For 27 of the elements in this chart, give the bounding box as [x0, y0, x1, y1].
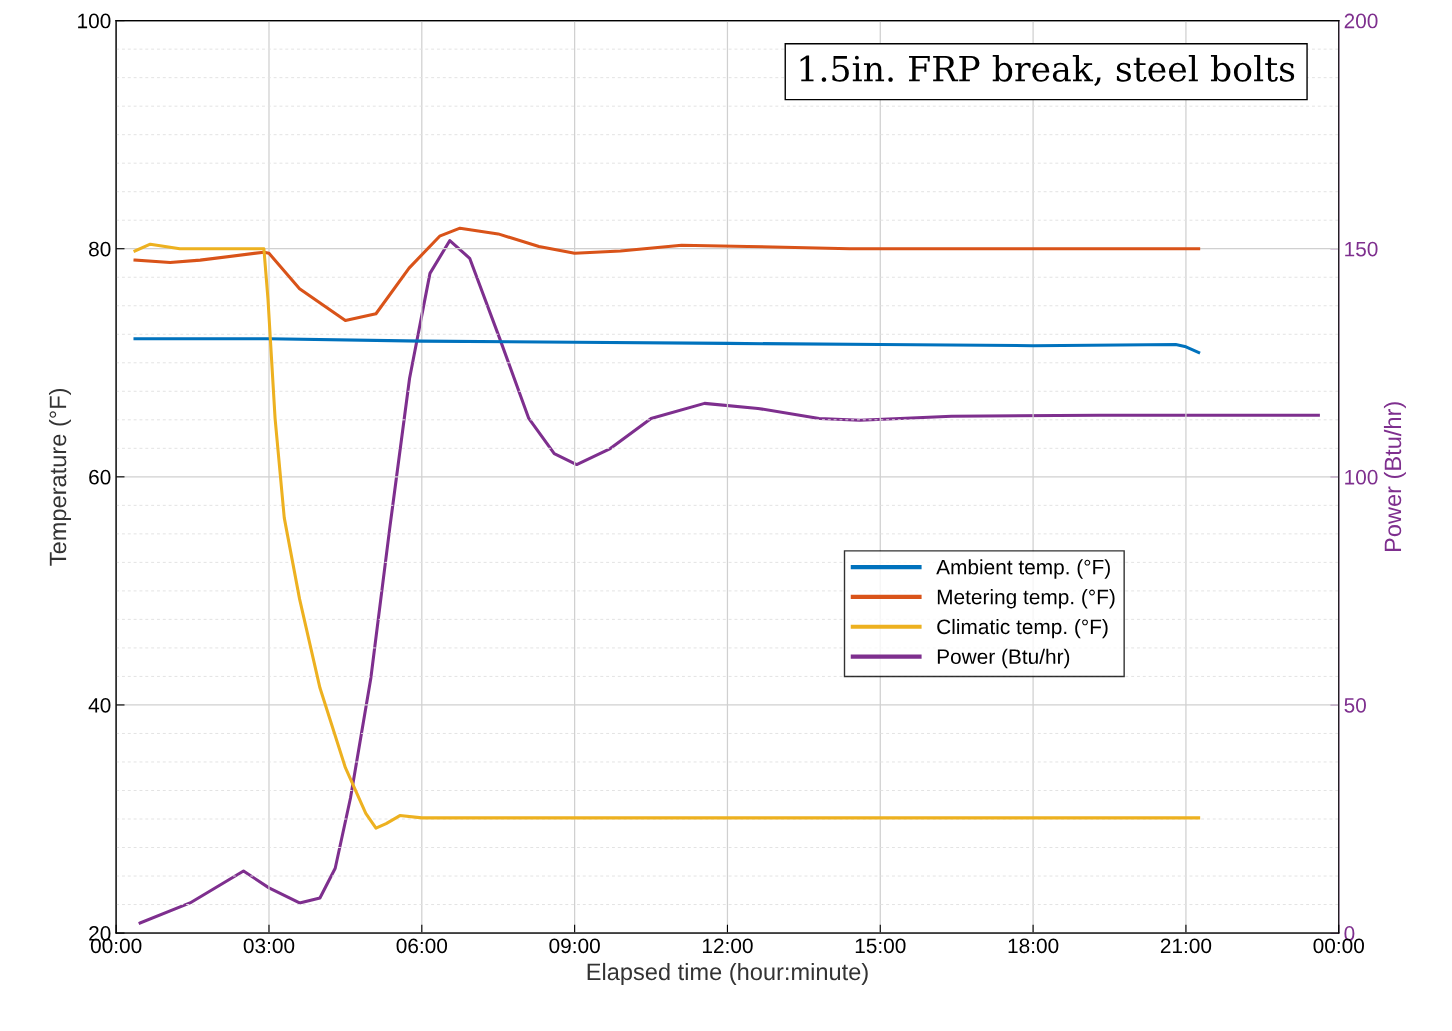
y2-tick-label: 200 — [1344, 13, 1378, 29]
y2-axis-title: Power (Btu/hr) — [1383, 402, 1406, 551]
y-tick-label: 40 — [88, 697, 111, 713]
line-series — [133, 242, 1201, 830]
y-axis-title: Temperature (°F) — [48, 388, 71, 566]
legend-label: Ambient temp. (°F) — [936, 559, 1110, 579]
x-tick-label: 21:00 — [1160, 938, 1212, 954]
annotation: 1.5in. FRP break, steel bolts — [800, 54, 1295, 87]
x-tick-label: 12:00 — [702, 938, 753, 954]
x-tick-label: 06:00 — [396, 938, 448, 954]
y-tick-label: 80 — [89, 241, 111, 257]
x-tick-label: 15:00 — [855, 938, 906, 954]
legend-label: Climatic temp. (°F) — [937, 618, 1108, 639]
legend-label: Metering temp. (°F) — [937, 589, 1115, 609]
y-tick-label: 60 — [89, 469, 111, 485]
line-series — [138, 238, 1320, 925]
legend-label: Power (Btu/hr) — [937, 648, 1070, 669]
y2-tick-label: 100 — [1345, 469, 1378, 485]
line-series — [133, 337, 1201, 355]
x-tick-label: 18:00 — [1008, 938, 1059, 954]
x-axis-title: Elapsed time (hour:minute) — [587, 962, 868, 985]
y2-tick-label: 50 — [1344, 697, 1366, 713]
line-series — [133, 226, 1201, 323]
y-tick-label: 100 — [78, 13, 111, 29]
y2-tick-label: 150 — [1345, 241, 1378, 257]
x-tick-label: 09:00 — [549, 938, 600, 954]
x-tick-label: 03:00 — [243, 938, 295, 954]
